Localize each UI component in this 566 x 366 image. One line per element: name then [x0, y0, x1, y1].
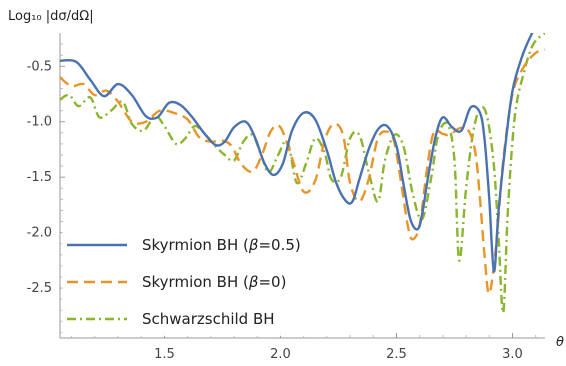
y-tick-label: -2.0	[27, 226, 52, 241]
x-ticks: 1.5 2.0 2.5 3.0	[71, 333, 537, 362]
legend-label: Schwarzschild BH	[142, 310, 275, 328]
x-tick-label: 2.0	[270, 347, 291, 362]
series-line-0	[60, 33, 534, 273]
x-axis-title: θ	[556, 335, 564, 350]
legend-label: Skyrmion BH (β=0.5)	[142, 236, 301, 254]
legend-label-symbol: β	[248, 273, 259, 291]
y-tick-label: -1.0	[27, 115, 52, 130]
x-tick-label: 1.5	[154, 347, 175, 362]
plot-lines	[60, 33, 545, 314]
legend-label-prefix: Skyrmion BH (	[142, 273, 249, 291]
legend-label-prefix: Skyrmion BH (	[142, 236, 249, 254]
y-axis-title: Log₁₀ |dσ/dΩ|	[8, 9, 94, 24]
y-tick-label: -2.5	[27, 281, 52, 296]
y-ticks: -0.5 -1.0 -1.5 -2.0 -2.5	[27, 43, 65, 333]
legend-label-suffix: =0)	[258, 273, 286, 291]
y-tick-label: -1.5	[27, 170, 52, 185]
x-axis: 1.5 2.0 2.5 3.0	[60, 333, 545, 362]
legend-label: Skyrmion BH (β=0)	[142, 273, 286, 291]
legend-label-prefix: Schwarzschild BH	[142, 310, 275, 328]
x-tick-label: 2.5	[386, 347, 407, 362]
y-tick-label: -0.5	[27, 59, 52, 74]
x-tick-label: 3.0	[502, 347, 523, 362]
y-axis: -0.5 -1.0 -1.5 -2.0 -2.5	[27, 33, 65, 338]
legend-label-suffix: =0.5)	[258, 236, 300, 254]
legend-label-symbol: β	[248, 236, 259, 254]
series-line-1	[60, 48, 545, 295]
legend: Skyrmion BH (β=0.5)Skyrmion BH (β=0)Schw…	[62, 228, 330, 336]
